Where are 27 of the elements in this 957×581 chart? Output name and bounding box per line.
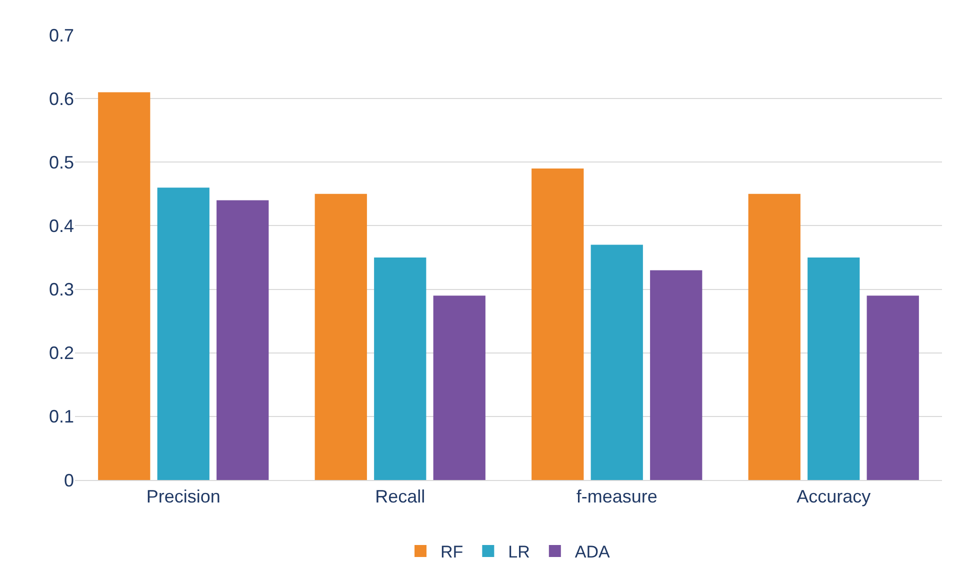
legend-label: ADA xyxy=(574,542,611,562)
y-tick-label: 0.6 xyxy=(48,88,74,109)
x-tick-label: Precision xyxy=(146,486,220,507)
bar xyxy=(433,296,486,480)
legend-label: RF xyxy=(440,542,464,562)
y-tick-label: 0.7 xyxy=(48,25,74,46)
bar xyxy=(532,168,584,480)
bar xyxy=(374,258,426,480)
y-tick-label: 0.4 xyxy=(48,216,74,236)
bar xyxy=(808,258,860,480)
bar xyxy=(590,244,643,480)
y-tick-label: 0.1 xyxy=(48,406,74,427)
bar xyxy=(748,194,800,480)
y-tick-label: 0.5 xyxy=(48,152,74,172)
y-tick-label: 0.3 xyxy=(48,280,74,300)
bar xyxy=(314,194,367,480)
bar xyxy=(98,92,150,480)
bar xyxy=(650,270,702,480)
bar xyxy=(866,296,919,480)
x-tick-label: Accuracy xyxy=(796,486,871,507)
bar xyxy=(216,200,269,480)
legend-label: LR xyxy=(508,542,530,562)
x-tick-label: f-measure xyxy=(576,486,658,507)
y-tick-label: 0.2 xyxy=(48,343,74,364)
x-tick-label: Recall xyxy=(375,486,426,507)
bar xyxy=(157,188,210,480)
y-tick-label: 0 xyxy=(64,470,74,490)
